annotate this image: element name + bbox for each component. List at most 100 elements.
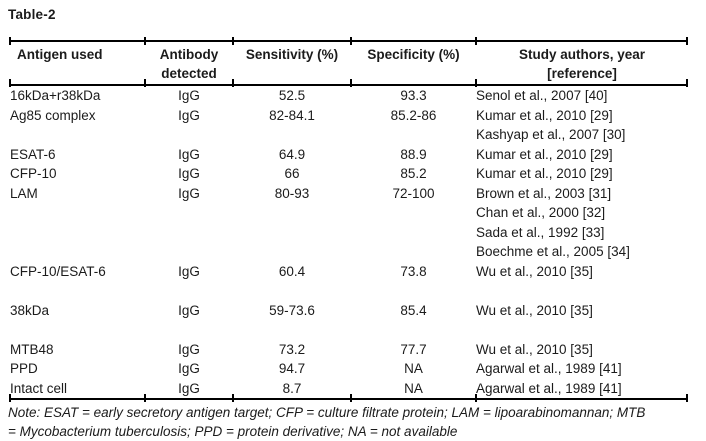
column-tick: [350, 79, 352, 87]
cell: 73.2: [278, 341, 306, 357]
cell: [351, 242, 476, 262]
cell: Wu et al., 2010 [35]: [476, 302, 593, 318]
cell: [145, 223, 233, 243]
cell: ESAT-6: [10, 146, 56, 162]
table-row: LAM IgG 80-93 72-100 Brown et al., 2003 [31]: [10, 184, 688, 204]
cell: Agarwal et al., 1989 [41]: [476, 380, 622, 396]
spacer-cell: [10, 281, 688, 301]
table-header-row: Antigen used Antibody detected Sensitivi…: [10, 40, 688, 86]
cell: 77.7: [400, 341, 427, 357]
table-body: 16kDa+r38kDa IgG 52.5 93.3 Senol et al., 200…: [10, 85, 688, 399]
table-row: Chan et al., 2000 [32]: [10, 203, 688, 223]
cell: [233, 223, 351, 243]
cell: Brown et al., 2003 [31]: [476, 185, 612, 201]
table-row: MTB48 IgG 73.2 77.7 Wu et al., 2010 [35]: [10, 340, 688, 360]
cell: [10, 223, 145, 243]
cell: IgG: [178, 166, 200, 181]
cell: [145, 203, 233, 223]
table-row: CFP-10 IgG 66 85.2 Kumar et al., 2010 [29]: [10, 164, 688, 184]
cell: Kashyap et al., 2007 [30]: [476, 127, 626, 142]
column-tick: [686, 37, 688, 45]
cell: 88.9: [400, 146, 427, 162]
cell: IgG: [178, 107, 200, 123]
cell: Intact cell: [10, 380, 68, 396]
header-antibody-detected: Antibody detected: [145, 40, 233, 86]
cell: [10, 242, 145, 262]
cell: Agarwal et al., 1989 [41]: [476, 361, 622, 376]
cell: 59-73.6: [269, 302, 315, 318]
cell: Kumar et al., 2010 [29]: [476, 107, 613, 123]
column-tick: [144, 79, 146, 87]
header-line: Antigen used: [17, 47, 103, 62]
header-line: Specificity (%): [367, 47, 460, 62]
cell: NA: [404, 361, 423, 376]
column-tick: [9, 37, 11, 45]
cell: [351, 203, 476, 223]
header-antigen-used: Antigen used: [10, 40, 145, 86]
column-tick: [475, 37, 477, 45]
column-tick: [232, 394, 234, 402]
table-row: 38kDa IgG 59-73.6 85.4 Wu et al., 2010 [35]: [10, 301, 688, 321]
note-line: = Mycobacterium tuberculosis; PPD = prot…: [8, 423, 458, 439]
cell: CFP-10/ESAT-6: [10, 263, 106, 279]
cell: 72-100: [392, 185, 435, 201]
cell: 52.5: [278, 88, 306, 103]
cell: [233, 242, 351, 262]
cell: Kumar et al., 2010 [29]: [476, 166, 613, 181]
cell: [233, 125, 351, 145]
column-tick: [475, 79, 477, 87]
cell: [145, 125, 233, 145]
column-tick: [475, 394, 477, 402]
cell: Senol et al., 2007 [40]: [476, 88, 608, 103]
cell: IgG: [178, 361, 200, 376]
cell: CFP-10: [10, 166, 57, 181]
cell: Boechme et al., 2005 [34]: [476, 244, 630, 259]
cell: 8.7: [282, 380, 302, 396]
page-title: Table-2: [8, 7, 56, 22]
cell: IgG: [178, 263, 200, 279]
table-row: Kashyap et al., 2007 [30]: [10, 125, 688, 145]
cell: IgG: [178, 88, 200, 103]
header-study-authors: Study authors, year [reference]: [476, 40, 688, 86]
cell: 66: [284, 166, 300, 181]
cell: NA: [404, 380, 423, 396]
cell: Wu et al., 2010 [35]: [476, 263, 593, 279]
cell: 80-93: [274, 185, 310, 201]
cell: MTB48: [10, 341, 54, 357]
cell: IgG: [178, 185, 200, 201]
cell: IgG: [178, 146, 200, 162]
header-line: Sensitivity (%): [245, 47, 339, 62]
note-line: Note: ESAT = early secretory antigen tar…: [8, 405, 646, 420]
cell: Wu et al., 2010 [35]: [476, 341, 593, 357]
cell: 85.4: [400, 302, 427, 318]
table-row: Sada et al., 1992 [33]: [10, 223, 688, 243]
table-row: 16kDa+r38kDa IgG 52.5 93.3 Senol et al., 200…: [10, 85, 688, 106]
table-note: Note: ESAT = early secretory antigen tar…: [8, 404, 702, 441]
cell: [10, 203, 145, 223]
cell: PPD: [10, 361, 38, 376]
cell: 60.4: [278, 263, 306, 279]
cell: Ag85 complex: [10, 107, 96, 123]
cell: LAM: [10, 185, 38, 201]
cell: [233, 203, 351, 223]
header-line: [reference]: [547, 66, 617, 81]
table-row: Ag85 complex IgG 82-84.1 85.2-86 Kumar et al…: [10, 106, 688, 126]
cell: 73.8: [400, 263, 427, 279]
cell: [10, 125, 145, 145]
column-tick: [232, 37, 234, 45]
cell: 16kDa+r38kDa: [10, 88, 101, 103]
cell: 85.2-86: [390, 107, 437, 123]
table-row: Boechme et al., 2005 [34]: [10, 242, 688, 262]
column-tick: [9, 79, 11, 87]
cell: IgG: [178, 302, 200, 318]
column-tick: [232, 79, 234, 87]
header-line: detected: [161, 66, 217, 81]
cell: [351, 125, 476, 145]
spacer-row: [10, 320, 688, 340]
table-row: PPD IgG 94.7 NA Agarwal et al., 1989 [41]: [10, 359, 688, 379]
cell: 64.9: [278, 146, 306, 162]
header-specificity: Specificity (%): [351, 40, 476, 86]
cell: IgG: [178, 380, 200, 396]
column-tick: [144, 394, 146, 402]
header-line: Antibody: [159, 47, 219, 62]
